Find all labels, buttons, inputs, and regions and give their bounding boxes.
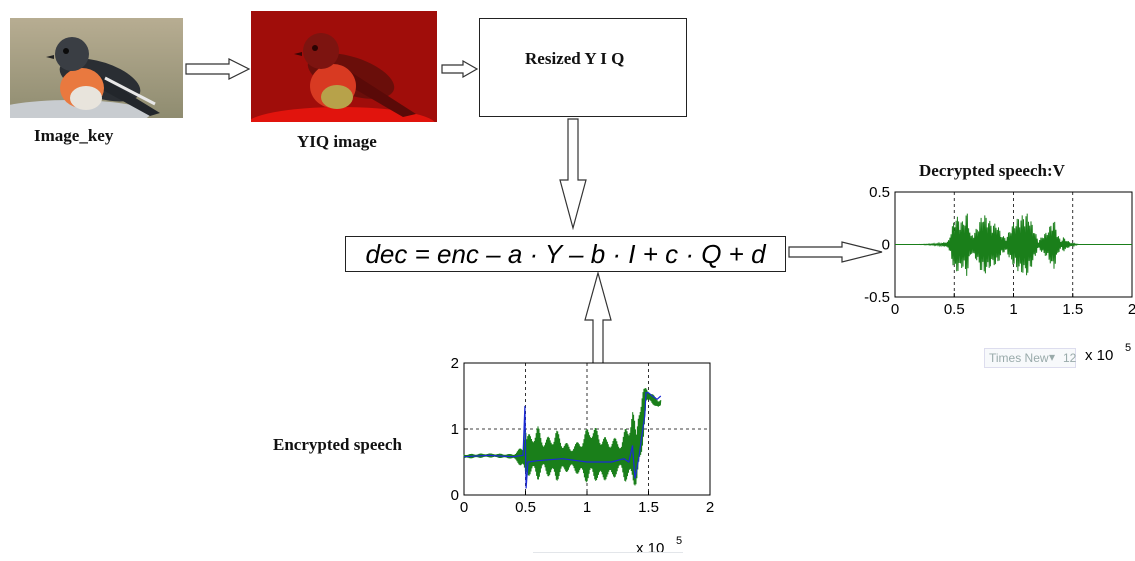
resized-yiq-box: [479, 18, 687, 117]
x-multiplier-label: x 10: [1085, 347, 1113, 360]
arrow-down-icon: [559, 118, 587, 230]
image-key-caption: Image_key: [34, 126, 114, 145]
y-tick-label: 0: [882, 237, 890, 254]
x-tick-label: 0: [891, 301, 899, 318]
bird-photo-graphic: [10, 18, 183, 118]
resized-yiq-label: Resized Y I Q: [525, 49, 625, 68]
yiq-image-caption: YIQ image: [297, 132, 377, 151]
x-tick-label: 0.5: [944, 301, 965, 318]
decryption-formula: dec = enc – a · Y – b · I + c · Q + d: [345, 236, 786, 272]
y-tick-label: 1: [451, 421, 459, 438]
x-tick-label: 2: [706, 499, 714, 516]
yiq-image-photo: [251, 11, 437, 122]
chevron-down-icon: ▾: [1049, 350, 1056, 364]
arrow-right-icon: [441, 60, 479, 78]
font-name-field: Times New: [989, 351, 1049, 365]
arrow-up-icon: [584, 272, 612, 365]
arrow-right-icon: [185, 58, 251, 80]
x-tick-label: 0.5: [515, 499, 536, 516]
x-exponent-label: 5: [1125, 342, 1131, 354]
yiq-bird-graphic: [251, 11, 437, 122]
x-exponent-label: 5: [676, 535, 682, 547]
x-tick-label: 1: [583, 499, 591, 516]
x-tick-label: 1: [1009, 301, 1017, 318]
x-tick-label: 0: [460, 499, 468, 516]
series-line: [463, 387, 662, 486]
x-tick-label: 2: [1128, 301, 1135, 318]
decrypted-speech-chart: 0 0.5 1 1.5 20.50-0.5x 10 5: [864, 184, 1135, 360]
series-line: [895, 213, 1132, 276]
y-tick-label: -0.5: [864, 289, 890, 306]
y-tick-label: 0: [451, 487, 459, 504]
font-toolbar-ghost: Times New ▾ 12: [984, 348, 1076, 368]
arrow-right-icon: [788, 241, 883, 263]
x-tick-label: 1.5: [638, 499, 659, 516]
x-tick-label: 1.5: [1062, 301, 1083, 318]
image-key-photo: [10, 18, 183, 118]
ghost-input-bar: [533, 552, 683, 561]
encrypted-speech-label: Encrypted speech: [273, 435, 402, 454]
decrypted-chart-title: Decrypted speech:V: [919, 161, 1065, 180]
y-tick-label: 0.5: [869, 184, 890, 201]
y-tick-label: 2: [451, 355, 459, 372]
series-line: [463, 392, 662, 489]
font-size-field: 12: [1063, 351, 1077, 365]
